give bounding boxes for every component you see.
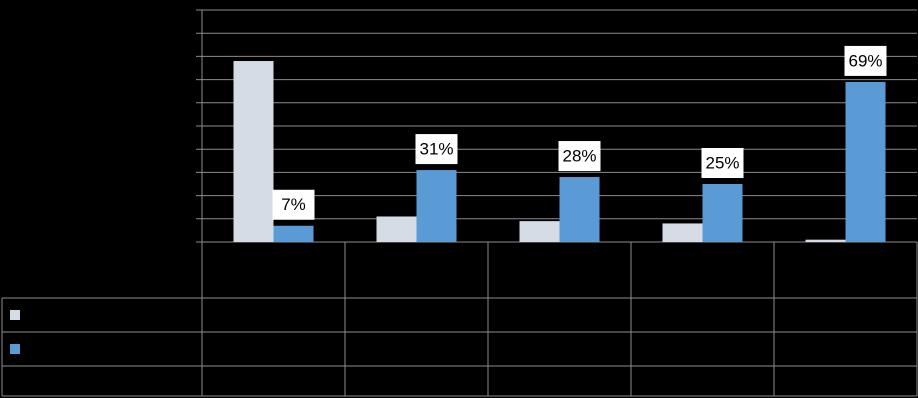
value-label: 69% (848, 51, 882, 70)
value-label-box (844, 45, 887, 76)
bar (416, 170, 457, 242)
value-label: 25% (705, 153, 739, 172)
bar (233, 61, 274, 242)
legend-swatch (10, 310, 20, 320)
bar (519, 221, 560, 242)
value-label: 31% (419, 140, 453, 159)
bar (273, 225, 314, 242)
legend-swatch (10, 344, 20, 354)
bar (845, 81, 886, 242)
value-label-box (272, 189, 315, 220)
value-label-box (701, 148, 744, 178)
bar (805, 239, 846, 242)
data-table (1, 242, 918, 397)
bar (702, 184, 743, 242)
bar (559, 177, 600, 242)
value-label-box (415, 134, 458, 165)
bar (376, 216, 417, 242)
bar (662, 223, 703, 242)
value-label: 28% (562, 147, 596, 166)
value-label-box (558, 141, 601, 172)
value-label: 7% (281, 195, 306, 214)
